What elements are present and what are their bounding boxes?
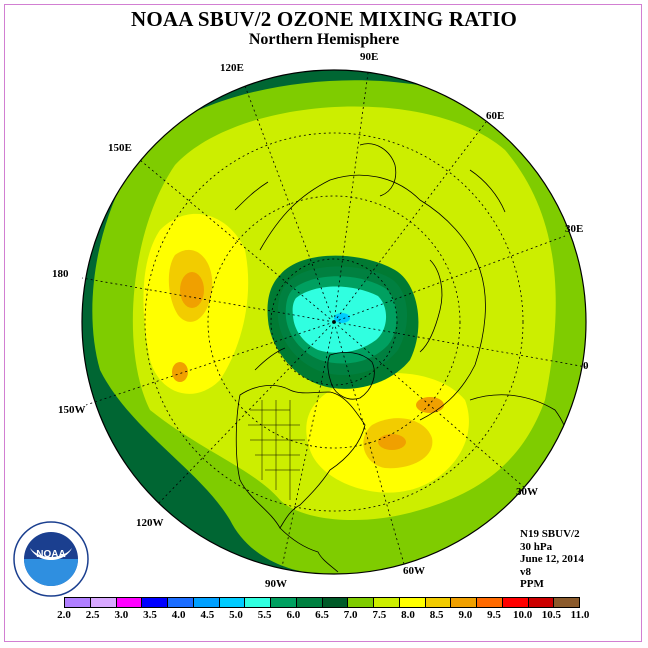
graticule: [81, 72, 587, 568]
color-legend: [64, 597, 580, 608]
legend-swatch: [374, 598, 400, 607]
legend-tick-label: 9.5: [487, 609, 501, 621]
legend-tick-label: 8.5: [429, 609, 444, 621]
band-9-5-spot-b: [378, 434, 406, 450]
legend-swatch: [554, 598, 579, 607]
lon-label-150e: 150E: [108, 142, 132, 154]
legend-swatch: [348, 598, 374, 607]
band-9-5-spot-a: [180, 272, 204, 308]
lon-label-120w: 120W: [136, 517, 164, 529]
legend-swatch: [399, 598, 426, 607]
legend-swatch: [65, 598, 91, 607]
coast-mexico: [279, 527, 339, 573]
band-5-0-low: [334, 313, 350, 323]
legend-tick-label: 7.5: [372, 609, 387, 621]
legend-tick-label: 2.0: [57, 609, 71, 621]
coastlines: [234, 143, 571, 573]
version-label: v8: [520, 565, 531, 578]
legend-swatch: [451, 598, 477, 607]
date-label: June 12, 2014: [520, 553, 584, 565]
lon-label-30e: 30E: [565, 223, 584, 235]
legend-swatch: [502, 598, 529, 607]
lon-label-60w: 60W: [403, 565, 425, 577]
legend-swatch: [142, 598, 168, 607]
ozone-field: [82, 70, 586, 574]
page-subtitle: Northern Hemisphere: [248, 31, 400, 48]
legend-tick-label: 3.5: [143, 609, 157, 621]
lon-label-150w: 150W: [58, 404, 86, 416]
lon-label-120e: 120E: [220, 62, 244, 74]
noaa-logo: NOAA: [12, 520, 90, 598]
svg-text:NOAA: NOAA: [36, 549, 65, 560]
legend-tick-label: 3.0: [114, 609, 129, 621]
legend-tick-label: 6.0: [286, 609, 301, 621]
coast-arabia: [469, 169, 506, 213]
coast-east-asia: [234, 181, 269, 211]
legend-swatch: [477, 598, 503, 607]
map-outline: [81, 69, 587, 575]
legend-swatch: [322, 598, 349, 607]
legend-tick-label: 5.0: [229, 609, 243, 621]
coast-scandinavia: [419, 259, 443, 353]
lon-label-30w: 30W: [516, 486, 538, 498]
legend-tick-label: 9.0: [458, 609, 473, 621]
legend-tick-label: 4.0: [171, 609, 186, 621]
legend-swatch: [193, 598, 220, 607]
legend-tick-label: 7.0: [343, 609, 358, 621]
legend-swatch: [219, 598, 246, 607]
metadata-block: N19 SBUV/2 30 hPa June 12, 2014 v8 PPM: [520, 528, 584, 591]
coast-india: [359, 143, 397, 197]
legend-tick-label: 2.5: [85, 609, 100, 621]
legend-swatch: [90, 598, 117, 607]
legend-swatch: [116, 598, 143, 607]
lon-label-180: 180: [52, 268, 69, 280]
legend-swatch: [168, 598, 194, 607]
coast-north-america: [235, 385, 366, 529]
legend-swatch: [425, 598, 452, 607]
legend-ticks: 2.0 2.5 3.0 3.5 4.0 4.5 5.0 5.5 6.0 6.5 7.0 7.5 8.0 8…: [43, 609, 603, 623]
band-9-5-spot-d: [172, 362, 188, 382]
units-label: PPM: [520, 578, 544, 590]
legend-tick-label: 5.5: [257, 609, 272, 621]
legend-tick-label: 8.0: [401, 609, 415, 621]
legend-tick-label: 10.0: [513, 609, 533, 621]
legend-tick-label: 6.5: [315, 609, 329, 621]
lon-label-60e: 60E: [486, 110, 505, 122]
legend-swatch: [528, 598, 555, 607]
legend-swatch: [296, 598, 323, 607]
coast-greenland: [327, 351, 375, 400]
coast-eurasia: [259, 174, 486, 421]
legend-swatch: [245, 598, 271, 607]
page-title: NOAA SBUV/2 OZONE MIXING RATIO: [131, 7, 517, 31]
satellite-label: N19 SBUV/2: [520, 528, 580, 540]
coast-alaska: [254, 347, 286, 371]
noaa-logo-graphic: NOAA: [13, 521, 89, 597]
lon-label-90e: 90E: [360, 51, 379, 63]
us-states: [248, 400, 305, 500]
page-frame: [4, 4, 642, 642]
lon-label-90w: 90W: [265, 578, 287, 590]
pressure-level-label: 30 hPa: [520, 540, 553, 553]
lon-label-0: 0: [583, 360, 589, 372]
legend-tick-label: 10.5: [541, 609, 561, 621]
legend-tick-label: 4.5: [200, 609, 215, 621]
legend-tick-label: 11.0: [570, 609, 590, 621]
legend-swatch: [271, 598, 297, 607]
